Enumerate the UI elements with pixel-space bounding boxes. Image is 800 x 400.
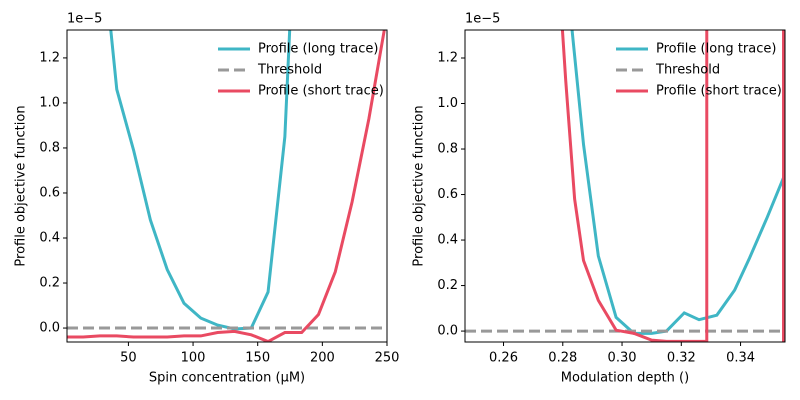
- legend: Profile (long trace) Threshold Profile (sh…: [218, 42, 384, 99]
- legend-label: Threshold: [655, 63, 720, 78]
- x-tick-label: 100: [181, 351, 206, 366]
- legend-label: Profile (long trace): [258, 42, 378, 57]
- x-tick-label: 0.30: [608, 351, 637, 366]
- legend-label: Threshold: [257, 63, 322, 78]
- axes: 50 100 150 200 250 0.0 0.2 0.4 0.6 0.8 1.0 1.2 Spin …: [14, 12, 400, 386]
- axes-frame: [66, 29, 388, 343]
- y-tick-label: 1.0: [437, 96, 458, 111]
- x-tick-label: 0.32: [667, 351, 696, 366]
- series-line: [109, 30, 292, 331]
- x-axis-label: Modulation depth (): [561, 371, 689, 386]
- series-line: [560, 30, 785, 342]
- y-tick-label: 0.0: [39, 321, 60, 336]
- x-tick-label: 0.34: [726, 351, 755, 366]
- y-axis-label: Profile objective function: [14, 105, 29, 266]
- y-tick-label: 0.6: [39, 185, 60, 200]
- plot-area: [67, 30, 387, 342]
- series-line: [570, 30, 785, 335]
- y-tick-label: 0.6: [437, 187, 458, 202]
- x-tick-label: 150: [245, 351, 270, 366]
- legend-label: Profile (short trace): [258, 84, 384, 99]
- series-line: [67, 30, 386, 342]
- x-tick-label: 250: [375, 351, 400, 366]
- legend: Profile (long trace) Threshold Profile (sh…: [616, 42, 782, 99]
- axes: 0.26 0.28 0.30 0.32 0.34 0.0 0.2 0.4 0.6 0.8 1.0 1.…: [412, 12, 786, 386]
- y-axis-label: Profile objective function: [412, 105, 427, 266]
- x-tick-label: 50: [120, 351, 137, 366]
- plot-area: [465, 30, 785, 342]
- y-tick-label: 1.2: [437, 50, 458, 65]
- y-tick-label: 1.0: [39, 95, 60, 110]
- x-tick-label: 0.26: [489, 351, 518, 366]
- y-tick-label: 0.2: [39, 276, 60, 291]
- y-tick-label: 0.8: [39, 140, 60, 155]
- axes-frame: [464, 29, 786, 343]
- y-tick-label: 0.4: [437, 233, 458, 248]
- y-tick-label: 0.0: [437, 324, 458, 339]
- x-axis-label: Spin concentration (μM): [149, 371, 305, 386]
- y-tick-label: 1.2: [39, 50, 60, 65]
- legend-label: Profile (short trace): [656, 84, 782, 99]
- offset-label: 1e−5: [67, 12, 102, 27]
- legend-label: Profile (long trace): [656, 42, 776, 57]
- y-tick-label: 0.2: [437, 278, 458, 293]
- x-tick-label: 0.28: [548, 351, 577, 366]
- y-tick-label: 0.8: [437, 142, 458, 157]
- y-tick-label: 0.4: [39, 231, 60, 246]
- x-tick-label: 200: [310, 351, 335, 366]
- offset-label: 1e−5: [465, 12, 500, 27]
